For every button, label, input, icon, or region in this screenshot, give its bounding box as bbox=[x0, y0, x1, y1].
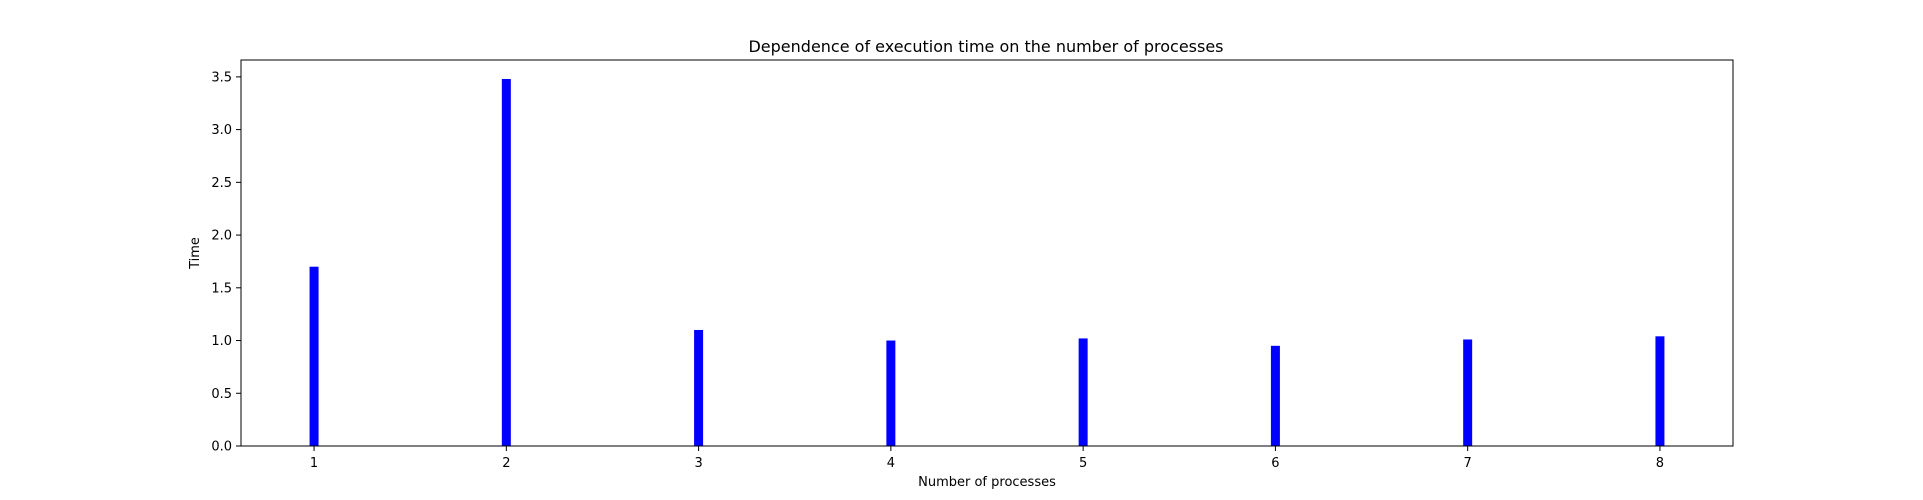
x-tick-label: 1 bbox=[310, 456, 318, 471]
bar-4 bbox=[886, 340, 896, 446]
bar-1 bbox=[309, 266, 319, 446]
x-tick-label: 8 bbox=[1656, 456, 1664, 471]
bar-7 bbox=[1463, 339, 1473, 446]
bar-2 bbox=[501, 78, 511, 446]
plot-area: 0.0 0.5 1.0 1.5 2.0 2.5 3.0 3.5 1 2 3 4 5 6 7 8 bbox=[211, 59, 1734, 471]
bar-6 bbox=[1270, 345, 1280, 446]
y-tick-label: 3.0 bbox=[211, 123, 232, 138]
bars-layer bbox=[309, 78, 1665, 446]
x-tick-label: 7 bbox=[1464, 456, 1472, 471]
y-tick-label: 2.0 bbox=[211, 229, 232, 244]
x-tick-label: 6 bbox=[1271, 456, 1279, 471]
x-tick-label: 4 bbox=[887, 456, 895, 471]
x-axis: 1 2 3 4 5 6 7 8 bbox=[310, 446, 1664, 471]
y-axis: 0.0 0.5 1.0 1.5 2.0 2.5 3.0 3.5 bbox=[211, 70, 241, 455]
chart-title: Dependence of execution time on the numb… bbox=[748, 37, 1223, 56]
y-tick-label: 1.0 bbox=[211, 334, 232, 349]
bar-5 bbox=[1078, 338, 1088, 446]
y-tick-label: 2.5 bbox=[211, 176, 232, 191]
x-tick-label: 3 bbox=[694, 456, 702, 471]
y-tick-label: 0.5 bbox=[211, 387, 232, 402]
bar-8 bbox=[1655, 336, 1665, 446]
y-tick-label: 3.5 bbox=[211, 70, 232, 85]
plot-frame bbox=[240, 59, 1734, 447]
x-tick-label: 5 bbox=[1079, 456, 1087, 471]
y-tick-label: 1.5 bbox=[211, 281, 232, 296]
y-tick-label: 0.0 bbox=[211, 440, 232, 455]
y-axis-title: Time bbox=[188, 237, 203, 270]
x-axis-title: Number of processes bbox=[918, 475, 1056, 490]
bar-3 bbox=[694, 329, 704, 446]
x-tick-label: 2 bbox=[502, 456, 510, 471]
